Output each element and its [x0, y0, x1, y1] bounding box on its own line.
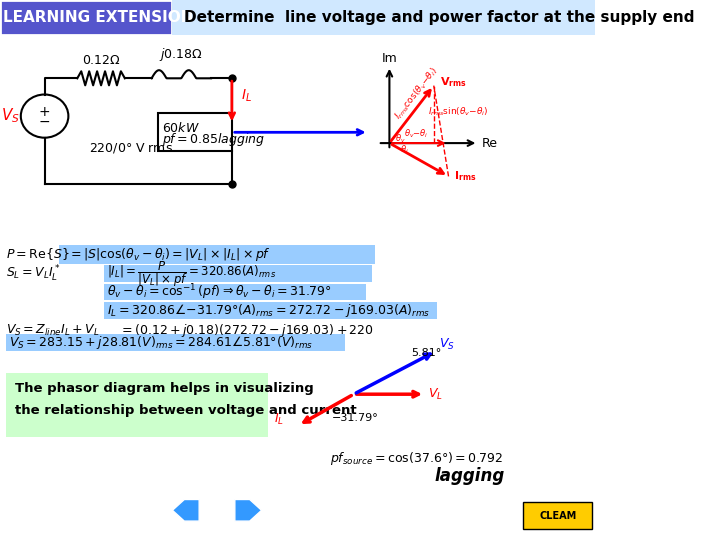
- Bar: [0, 0, 172, 35]
- Text: CLEAM: CLEAM: [539, 511, 576, 521]
- Text: Determine  line voltage and power factor at the supply end: Determine line voltage and power factor …: [184, 10, 695, 25]
- FancyArrow shape: [172, 500, 199, 521]
- Text: +: +: [39, 105, 50, 119]
- Text: $I_L$: $I_L$: [240, 88, 252, 104]
- Text: $\bf{I_{rms}}$: $\bf{I_{rms}}$: [454, 169, 477, 183]
- Bar: [523, 502, 592, 529]
- Bar: [104, 302, 437, 319]
- Text: $S_L = V_L I_L^*$: $S_L = V_L I_L^*$: [6, 264, 60, 284]
- Text: $\bf{V_{rms}}$: $\bf{V_{rms}}$: [440, 76, 467, 90]
- Text: $60kW$: $60kW$: [162, 122, 199, 136]
- Text: $j0.18\Omega$: $j0.18\Omega$: [159, 46, 203, 63]
- Text: $pf_{source} = \cos(37.6°) = 0.792$: $pf_{source} = \cos(37.6°) = 0.792$: [330, 450, 503, 467]
- Text: the relationship between voltage and current: the relationship between voltage and cur…: [15, 404, 356, 417]
- Bar: [172, 0, 595, 35]
- Bar: [6, 373, 268, 437]
- Text: $I_L$: $I_L$: [274, 412, 284, 427]
- Text: Im: Im: [382, 52, 397, 65]
- Text: Re: Re: [482, 137, 498, 150]
- Text: 5.81°: 5.81°: [411, 348, 441, 358]
- Text: $V_S$: $V_S$: [1, 107, 20, 125]
- Text: $\theta_v$: $\theta_v$: [395, 132, 406, 145]
- Text: $pf = 0.85$$\it{lagging}$: $pf = 0.85$$\it{lagging}$: [162, 131, 265, 147]
- Text: $|I_L| = \dfrac{P}{|V_L| \times pf} = 320.86(A)_{rms}$: $|I_L| = \dfrac{P}{|V_L| \times pf} = 32…: [107, 259, 276, 288]
- Text: LEARNING EXTENSION: LEARNING EXTENSION: [3, 10, 194, 25]
- Text: $I_{rms}\sin(\theta_v{-}\theta_i)$: $I_{rms}\sin(\theta_v{-}\theta_i)$: [428, 105, 488, 118]
- Text: −31.79°: −31.79°: [331, 413, 378, 423]
- Text: $= |S|\cos(\theta_v - \theta_i) = |V_L| \times |I_L| \times pf$: $= |S|\cos(\theta_v - \theta_i) = |V_L| …: [68, 246, 271, 263]
- Text: $= (0.12 + j0.18)(272.72 - j169.03) + 220$: $= (0.12 + j0.18)(272.72 - j169.03) + 22…: [119, 322, 374, 339]
- Text: $V_S = Z_{line}I_L + V_L$: $V_S = Z_{line}I_L + V_L$: [6, 323, 99, 338]
- Text: $V_S$: $V_S$: [439, 338, 455, 353]
- Text: $\theta_v - \theta_i = \cos^{-1}(pf) \Rightarrow \theta_v - \theta_i = 31.79°$: $\theta_v - \theta_i = \cos^{-1}(pf) \Ri…: [107, 282, 331, 302]
- Text: $\theta_v{-}\theta_i$: $\theta_v{-}\theta_i$: [404, 127, 429, 140]
- Text: lagging: lagging: [434, 467, 504, 484]
- Text: $V_S = 283.15 + j28.81(V)_{rms} = 284.61\angle{5.81°}(V)_{rms}$: $V_S = 283.15 + j28.81(V)_{rms} = 284.61…: [9, 334, 313, 351]
- Text: $\theta_i$: $\theta_i$: [400, 144, 409, 156]
- Text: The phasor diagram helps in visualizing: The phasor diagram helps in visualizing: [15, 382, 314, 395]
- Text: $V_L$: $V_L$: [428, 387, 443, 402]
- Text: $P = \mathrm{Re}\{S\}$: $P = \mathrm{Re}\{S\}$: [6, 246, 70, 262]
- Bar: [158, 113, 232, 151]
- Text: $I_{rms}\cos(\theta_v{-}\theta_i)$: $I_{rms}\cos(\theta_v{-}\theta_i)$: [392, 65, 441, 122]
- Text: $0.12\Omega$: $0.12\Omega$: [81, 55, 120, 68]
- Bar: [104, 284, 366, 300]
- Bar: [60, 245, 374, 264]
- Text: $220/0°$ V rms: $220/0°$ V rms: [89, 141, 174, 154]
- Bar: [6, 334, 345, 351]
- FancyArrow shape: [235, 500, 261, 521]
- Text: −: −: [39, 114, 50, 129]
- Bar: [104, 265, 372, 282]
- Text: $I_L = 320.86\angle{-31.79°}(A)_{rms} = 272.72 - j169.03(A)_{rms}$: $I_L = 320.86\angle{-31.79°}(A)_{rms} = …: [107, 302, 431, 319]
